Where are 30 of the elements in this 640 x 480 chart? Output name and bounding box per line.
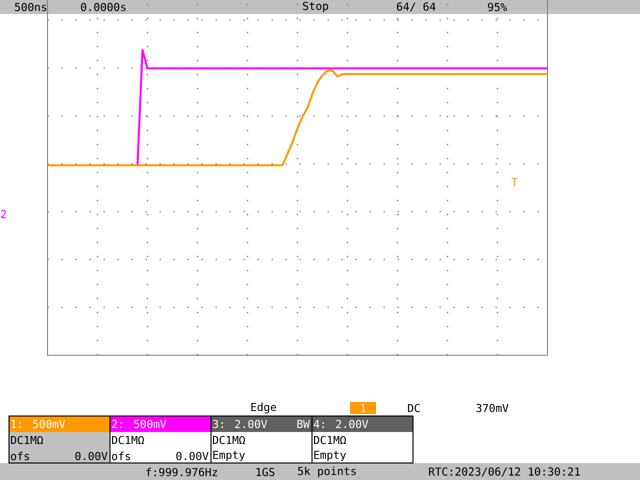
text: 64/ 64: [396, 2, 436, 12]
text: Edge: [251, 402, 276, 414]
text: Stop: [303, 2, 328, 12]
text: ofs: [112, 452, 130, 460]
text: BW: [297, 420, 310, 428]
text: 95%: [488, 2, 507, 12]
text: DC1MΩ: [213, 436, 245, 444]
text: RTC:2023/06/12 10:30:21: [429, 467, 580, 477]
text: Empty: [314, 450, 346, 462]
text: 370mV: [476, 404, 508, 412]
text: T: [512, 178, 518, 186]
text: DC1MΩ: [314, 436, 346, 444]
text: DC1MΩ: [11, 436, 43, 444]
text: f:999.976Hz: [146, 468, 218, 476]
text: DC1MΩ: [112, 436, 144, 444]
text: Empty: [213, 450, 245, 462]
text: 2: 500mV: [112, 420, 166, 428]
text: DC: [408, 404, 420, 412]
text: 3: 2.00V: [213, 420, 268, 428]
text: 5k points: [298, 466, 356, 478]
text: 0.00V: [176, 452, 208, 460]
text: 4: 2.00V: [314, 420, 368, 428]
text: 0.0000s: [80, 2, 126, 12]
text: 1: [361, 404, 366, 412]
text: 0.00V: [75, 452, 108, 460]
text: 1GS: [256, 468, 274, 476]
text: 2: [1, 210, 6, 218]
text: ofs: [11, 452, 30, 460]
text: 1: 500mV: [12, 420, 66, 428]
text: 500ns: [15, 2, 46, 12]
